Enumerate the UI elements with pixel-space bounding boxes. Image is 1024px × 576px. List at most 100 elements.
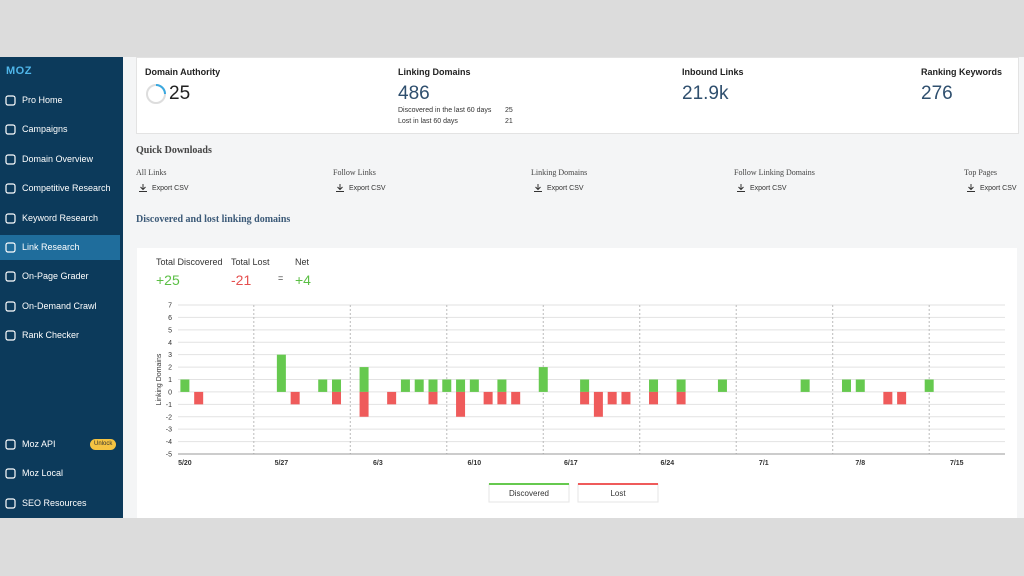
- export-button[interactable]: Export CSV: [737, 184, 787, 192]
- nav-item[interactable]: Competitive Research: [0, 176, 120, 201]
- bar: [442, 379, 452, 392]
- x-tick-label: 7/8: [855, 460, 865, 467]
- nav-icon: [5, 271, 16, 282]
- y-tick-label: -1: [166, 402, 172, 409]
- bar: [469, 379, 479, 392]
- bar: [897, 391, 907, 405]
- y-tick-label: 5: [168, 327, 172, 334]
- bar: [400, 379, 410, 392]
- nav-label: Domain Overview: [22, 153, 94, 164]
- bar: [800, 379, 810, 392]
- bar: [717, 379, 727, 392]
- x-tick-label: 6/3: [373, 460, 383, 467]
- y-tick-label: -4: [166, 439, 172, 446]
- x-tick-label: 6/10: [468, 460, 482, 467]
- nav-item[interactable]: Moz Local: [0, 461, 120, 486]
- nav-item[interactable]: Campaigns: [0, 117, 120, 142]
- equals: =: [278, 273, 284, 283]
- nav-label: SEO Resources: [22, 497, 87, 508]
- nav-icon: [5, 468, 16, 479]
- detail-value: 25: [505, 107, 513, 114]
- bar: [497, 379, 507, 392]
- logo[interactable]: MOZ: [6, 65, 32, 77]
- export-button[interactable]: Export CSV: [336, 184, 386, 192]
- metric-value: 276: [921, 83, 953, 104]
- bar: [456, 379, 466, 392]
- nav-item[interactable]: SEO Resources: [0, 491, 120, 516]
- x-tick-label: 5/20: [178, 460, 192, 467]
- download-label: Top Pages: [964, 168, 997, 177]
- unlock-badge[interactable]: Unlock: [90, 439, 117, 450]
- bar: [580, 391, 590, 405]
- nav-icon: [5, 95, 16, 106]
- metrics-card: Domain Authority 25 Linking Domains 486 …: [136, 57, 1019, 134]
- nav-label: Competitive Research: [22, 183, 111, 194]
- x-tick-label: 7/1: [759, 460, 769, 467]
- summary-value: +4: [295, 272, 311, 288]
- nav-icon: [5, 212, 16, 224]
- summary-value: -21: [231, 272, 252, 288]
- export-button[interactable]: Export CSV: [534, 184, 584, 192]
- section-title: Discovered and lost linking domains: [136, 214, 291, 225]
- bar: [318, 379, 328, 392]
- export-label: Export CSV: [152, 184, 189, 192]
- summary-label: Total Lost: [231, 257, 270, 267]
- x-tick-label: 7/15: [950, 460, 964, 467]
- nav-item[interactable]: Domain Overview: [0, 147, 120, 172]
- main: Domain Authority 25 Linking Domains 486 …: [123, 57, 1024, 518]
- download-icon: [737, 184, 745, 192]
- nav-item[interactable]: Pro Home: [0, 88, 120, 113]
- nav-item[interactable]: On-Page Grader: [0, 264, 120, 289]
- bar: [676, 379, 686, 392]
- bar: [332, 391, 342, 405]
- nav-icon: [5, 124, 16, 135]
- chart: -5 -4 -3 -2 -1 0 1 2 3 4 5 6 7 Linking Domains 5/20 5/2…: [156, 303, 1005, 503]
- y-tick-label: -5: [166, 452, 172, 459]
- nav-item[interactable]: Rank Checker: [0, 323, 120, 348]
- download-icon: [534, 184, 542, 192]
- bar: [649, 379, 659, 392]
- nav-item[interactable]: Keyword Research: [0, 206, 120, 231]
- detail-label: Discovered in the last 60 days: [398, 107, 492, 114]
- x-tick-label: 6/24: [660, 460, 674, 467]
- nav-label: Pro Home: [22, 95, 63, 105]
- nav-label: Moz Local: [22, 468, 64, 479]
- metric-value: 21.9k: [682, 83, 729, 104]
- download-label: Linking Domains: [531, 168, 588, 177]
- detail-value: 21: [505, 118, 513, 125]
- bar: [276, 354, 286, 392]
- bar: [497, 391, 507, 405]
- download-label: Follow Links: [333, 168, 376, 177]
- nav-item[interactable]: On-Demand Crawl: [0, 294, 120, 319]
- bar: [511, 391, 521, 405]
- nav-label: Moz API: [22, 439, 56, 449]
- export-button[interactable]: Export CSV: [139, 184, 189, 192]
- bar: [855, 379, 865, 392]
- sidebar: MOZ Pro Home Campaigns Domain Overview Comp…: [0, 57, 123, 518]
- metric-label: Linking Domains: [398, 67, 471, 77]
- bar: [359, 367, 369, 392]
- download-label: All Links: [136, 168, 167, 177]
- bar: [649, 391, 659, 405]
- nav-icon: [5, 330, 16, 341]
- export-button[interactable]: Export CSV: [967, 184, 1017, 192]
- y-axis-title: Linking Domains: [156, 353, 163, 405]
- nav-label: On-Page Grader: [22, 271, 89, 282]
- bar: [593, 391, 603, 417]
- summary-value: +25: [156, 272, 180, 288]
- nav-item[interactable]: Moz API Unlock: [0, 432, 120, 457]
- export-label: Export CSV: [750, 184, 787, 192]
- y-tick-label: 1: [168, 377, 172, 384]
- bar: [841, 379, 851, 392]
- summary-label: Total Discovered: [156, 257, 223, 267]
- nav-item[interactable]: Link Research: [0, 235, 120, 260]
- y-tick-label: -3: [166, 427, 172, 434]
- nav-label: Campaigns: [22, 124, 68, 135]
- metric-value: 25: [169, 83, 191, 104]
- bar: [456, 391, 466, 417]
- export-label: Export CSV: [980, 184, 1017, 192]
- da-ring: [146, 84, 166, 104]
- detail-label: Lost in last 60 days: [398, 118, 458, 125]
- y-tick-label: 4: [168, 340, 172, 347]
